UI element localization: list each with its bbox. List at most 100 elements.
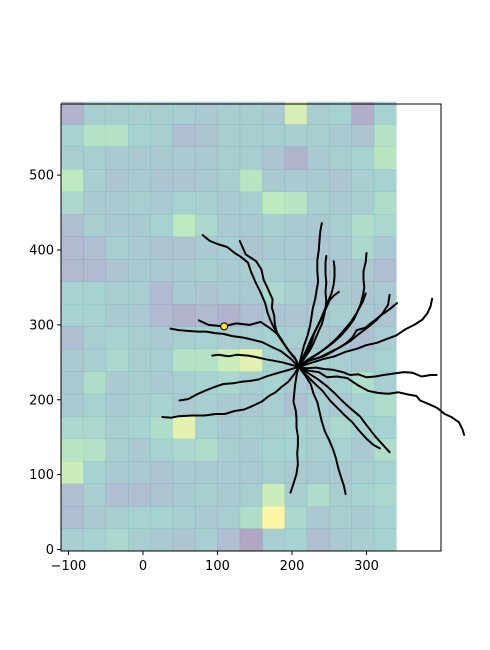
y-tick-label: 200 — [29, 393, 54, 408]
heatmap-cell — [128, 483, 151, 507]
heatmap-cell — [83, 348, 107, 372]
heatmap-cell — [239, 416, 263, 439]
dendrite-branch — [297, 293, 391, 368]
x-axis: −100 0 100 200 300 — [51, 551, 379, 574]
heatmap-cell — [172, 214, 196, 237]
heatmap-cell — [351, 191, 375, 215]
heatmap-cell — [83, 146, 107, 170]
heatmap-cell — [128, 506, 151, 529]
heatmap-cell — [195, 258, 218, 282]
heatmap-cell — [150, 258, 174, 282]
heatmap-cell — [195, 326, 218, 350]
heatmap-cell — [83, 393, 107, 417]
heatmap-cell — [329, 393, 352, 417]
heatmap-cell — [284, 191, 308, 215]
heatmap-cell — [83, 169, 107, 192]
heatmap-cell — [105, 506, 129, 529]
heatmap-cell — [217, 258, 241, 282]
heatmap-cell — [105, 303, 129, 327]
heatmap-cell — [373, 258, 397, 282]
heatmap-cell — [195, 281, 218, 305]
heatmap-cell — [306, 281, 330, 305]
heatmap-cell — [172, 169, 196, 192]
heatmap-cell — [239, 371, 263, 395]
x-tick-label: 300 — [354, 559, 379, 574]
heatmap-cell — [128, 281, 151, 305]
heatmap-cell — [239, 281, 263, 305]
dendrite-branch — [289, 365, 300, 494]
y-axis: 0 100 200 300 400 500 — [29, 169, 61, 558]
y-tick-label: 500 — [29, 169, 54, 184]
heatmap-cell — [262, 214, 285, 237]
heatmap-cell — [172, 124, 196, 147]
heatmap-cell — [172, 393, 196, 417]
heatmap-cell — [150, 281, 174, 305]
y-tick-label: 400 — [29, 244, 54, 259]
heatmap-cell — [306, 214, 330, 237]
heatmap-cell — [262, 416, 285, 439]
dendrite-branch — [161, 365, 300, 419]
heatmap-cell — [373, 461, 397, 484]
heatmap-cell — [284, 528, 308, 552]
heatmap-cell — [217, 169, 241, 192]
heatmap-cell — [239, 348, 263, 372]
heatmap-cell — [306, 169, 330, 192]
heatmap-cell — [373, 281, 397, 305]
heatmap-cell — [351, 236, 375, 260]
heatmap-cell — [195, 236, 218, 260]
heatmap-cell — [83, 191, 107, 215]
heatmap-cell — [239, 191, 263, 215]
heatmap-cell — [239, 528, 263, 552]
heatmap-cell — [351, 528, 375, 552]
heatmap-cell — [284, 258, 308, 282]
heatmap-cell — [373, 393, 397, 417]
heatmap-cell — [172, 101, 196, 125]
heatmap-cell — [329, 416, 352, 439]
heatmap-cell — [329, 348, 352, 372]
heatmap-cell — [373, 236, 397, 260]
dendrite-branch — [297, 252, 368, 368]
axes-frame — [60, 103, 442, 552]
heatmap-cell — [284, 326, 308, 350]
heatmap-cell — [128, 236, 151, 260]
heatmap-cell — [262, 326, 285, 350]
heatmap-cell — [351, 101, 375, 125]
heatmap-cell — [61, 326, 84, 350]
dendrite-branch — [211, 353, 300, 368]
heatmap-cell — [284, 393, 308, 417]
heatmap-cell — [329, 281, 352, 305]
heatmap-cell — [150, 348, 174, 372]
heatmap-cell — [105, 124, 129, 147]
heatmap-cell — [105, 461, 129, 484]
heatmap-cell — [239, 483, 263, 507]
heatmap-cell — [105, 348, 129, 372]
heatmap-cell — [61, 461, 84, 484]
heatmap-cell — [217, 124, 241, 147]
heatmap-cell — [172, 258, 196, 282]
heatmap-cell — [105, 483, 129, 507]
heatmap-cell — [128, 461, 151, 484]
heatmap-cell — [239, 438, 263, 462]
heatmap-cell — [61, 393, 84, 417]
heatmap-cell — [105, 169, 129, 192]
heatmap-cell — [83, 371, 107, 395]
heatmap-cell — [195, 393, 218, 417]
heatmap-cell — [195, 101, 218, 125]
heatmap-cell — [172, 236, 196, 260]
heatmap-cell — [373, 191, 397, 215]
soma-marker — [220, 322, 229, 331]
heatmap-cell — [284, 214, 308, 237]
heatmap-cell — [284, 303, 308, 327]
heatmap-cell — [262, 146, 285, 170]
heatmap-cell — [61, 101, 84, 125]
x-tick-label: 100 — [205, 559, 230, 574]
heatmap-cell — [217, 191, 241, 215]
heatmap-cell — [150, 191, 174, 215]
heatmap-cell — [306, 461, 330, 484]
heatmap-cell — [83, 236, 107, 260]
heatmap-cell — [351, 326, 375, 350]
heatmap-cell — [284, 236, 308, 260]
heatmap-cell — [83, 438, 107, 462]
heatmap-cell — [284, 124, 308, 147]
heatmap-cell — [306, 124, 330, 147]
